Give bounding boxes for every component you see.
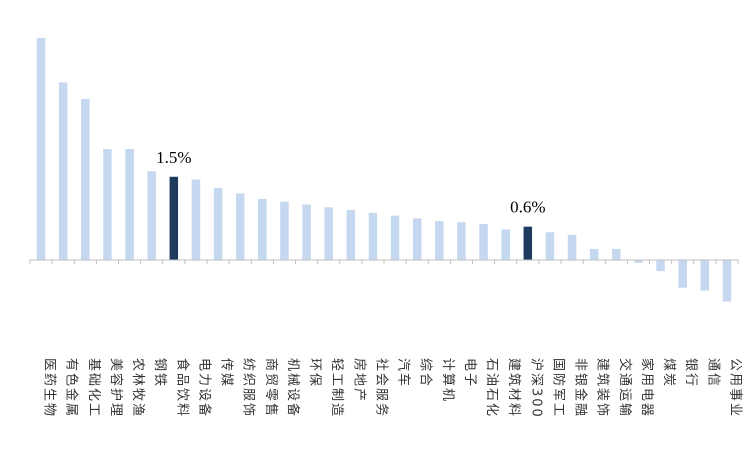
bar-30 (678, 260, 687, 288)
category-labels: 医药生物 有色金属 基础化工 美容护理 农林牧渔 钢铁 食品饮料 电力设备 传媒 纺织服饰 商贸零售… (42, 358, 743, 419)
category-label-25: 非银金融 (573, 358, 589, 418)
bar-29 (656, 260, 665, 272)
category-label-14: 轻工制造 (329, 358, 344, 418)
bar-19 (435, 221, 444, 260)
category-label-30: 银行 (683, 358, 698, 388)
category-label-3: 基础化工 (86, 358, 101, 418)
category-label-9: 传媒 (219, 358, 234, 388)
category-label-11: 商贸零售 (263, 358, 279, 418)
data-label-2: 0.6% (510, 198, 545, 217)
bars-group (36, 38, 732, 302)
category-label-22: 建筑材料 (506, 358, 522, 418)
bar-27 (612, 248, 621, 260)
bar-3 (81, 99, 90, 260)
bar-6 (147, 171, 156, 260)
category-label-29: 煤炭 (661, 358, 676, 388)
bar-9 (213, 187, 223, 260)
bar-31 (700, 260, 710, 291)
category-label-5: 农林牧渔 (130, 358, 145, 418)
bar-17 (390, 215, 400, 260)
bar-25 (567, 235, 577, 261)
category-label-19: 计算机 (440, 358, 455, 403)
category-label-6: 钢铁 (152, 358, 167, 388)
bar-10 (235, 193, 245, 260)
bar-21 (479, 223, 488, 261)
bar-22 (501, 229, 510, 260)
bar-8 (191, 179, 201, 260)
category-label-8: 电力设备 (196, 358, 212, 418)
bar-28 (634, 260, 643, 263)
bar-4 (103, 149, 112, 260)
category-label-23: 沪深300 (528, 358, 544, 419)
bar-16 (368, 212, 378, 260)
bar-5 (125, 149, 134, 260)
bar-18 (412, 218, 422, 261)
data-labels: 1.5% 0.6% (156, 148, 545, 217)
bar-1 (36, 38, 46, 260)
category-label-1: 医药生物 (42, 358, 57, 418)
bar-20 (457, 222, 466, 260)
bar-12 (280, 201, 289, 260)
bar-26 (589, 248, 599, 260)
category-label-17: 汽车 (396, 358, 412, 388)
bar-15 (346, 210, 356, 260)
category-label-28: 家用电器 (639, 358, 655, 418)
category-label-2: 有色金属 (64, 358, 80, 418)
category-label-21: 石油石化 (484, 358, 499, 418)
category-label-20: 电子 (462, 358, 477, 388)
category-label-16: 社会服务 (373, 358, 389, 418)
bar-7 (169, 176, 179, 260)
bar-14 (324, 207, 333, 260)
category-label-12: 机械设备 (285, 358, 301, 418)
bar-11 (258, 198, 267, 260)
category-label-24: 国防军工 (550, 358, 566, 418)
data-label-1: 1.5% (156, 148, 191, 167)
category-label-32: 公用事业 (727, 358, 742, 418)
bar-2 (58, 82, 68, 261)
bar-13 (302, 204, 311, 260)
category-label-15: 房地产 (351, 358, 367, 403)
bar-23 (523, 226, 533, 260)
category-label-13: 环保 (307, 358, 322, 388)
category-label-26: 建筑装饰 (595, 358, 611, 418)
category-label-7: 食品饮料 (174, 358, 190, 418)
category-label-4: 美容护理 (108, 358, 124, 418)
bar-24 (545, 232, 555, 260)
category-label-10: 纺织服饰 (241, 358, 256, 418)
bar-32 (722, 260, 732, 302)
category-label-27: 交通运输 (617, 358, 633, 418)
x-axis-ticks (29, 260, 739, 264)
category-label-18: 综合 (418, 358, 433, 388)
category-label-31: 通信 (705, 358, 720, 388)
